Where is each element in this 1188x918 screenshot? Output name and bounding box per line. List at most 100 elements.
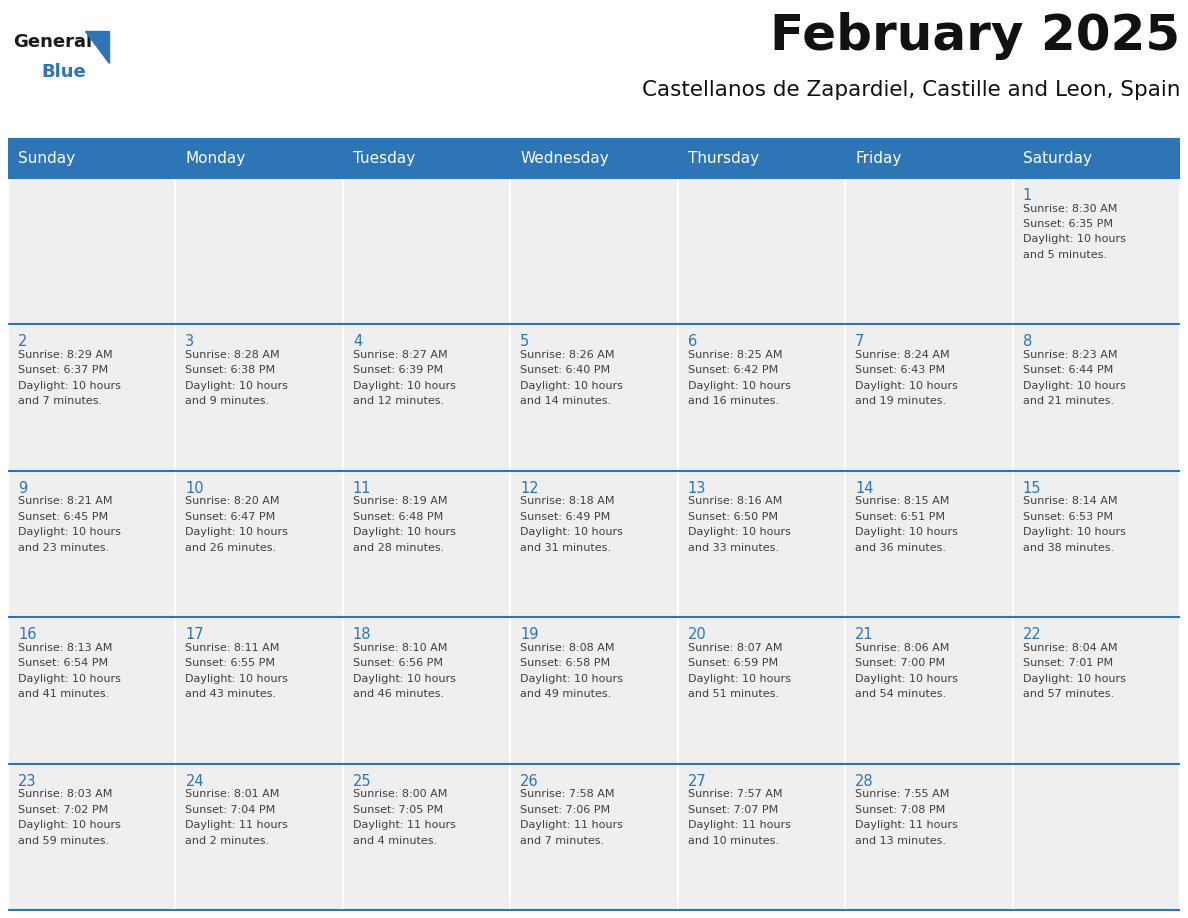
Bar (176, 324, 343, 471)
Text: 12: 12 (520, 481, 539, 496)
Text: Sunrise: 8:28 AM: Sunrise: 8:28 AM (185, 350, 280, 360)
Text: Sunset: 7:07 PM: Sunset: 7:07 PM (688, 804, 778, 814)
Text: Daylight: 10 hours: Daylight: 10 hours (185, 381, 289, 391)
Bar (1012, 617, 1180, 764)
Text: and 43 minutes.: and 43 minutes. (185, 689, 277, 700)
Polygon shape (86, 31, 109, 63)
Text: Sunset: 6:58 PM: Sunset: 6:58 PM (520, 658, 611, 668)
Text: and 23 minutes.: and 23 minutes. (18, 543, 109, 553)
Bar (511, 617, 677, 764)
Text: and 38 minutes.: and 38 minutes. (1023, 543, 1113, 553)
Text: Sunset: 6:49 PM: Sunset: 6:49 PM (520, 512, 611, 521)
Text: Tuesday: Tuesday (353, 151, 415, 166)
Text: Sunrise: 8:27 AM: Sunrise: 8:27 AM (353, 350, 448, 360)
Text: and 31 minutes.: and 31 minutes. (520, 543, 612, 553)
Text: and 19 minutes.: and 19 minutes. (855, 397, 947, 407)
Text: 5: 5 (520, 334, 530, 350)
Text: Daylight: 10 hours: Daylight: 10 hours (520, 381, 624, 391)
Text: 1: 1 (1023, 188, 1032, 203)
Text: Sunrise: 8:25 AM: Sunrise: 8:25 AM (688, 350, 782, 360)
Text: Daylight: 10 hours: Daylight: 10 hours (18, 527, 121, 537)
Text: and 26 minutes.: and 26 minutes. (185, 543, 277, 553)
Text: Daylight: 11 hours: Daylight: 11 hours (688, 820, 790, 830)
Text: Sunset: 6:54 PM: Sunset: 6:54 PM (18, 658, 108, 668)
Text: Sunset: 6:48 PM: Sunset: 6:48 PM (353, 512, 443, 521)
Text: Monday: Monday (185, 151, 246, 166)
Text: Daylight: 10 hours: Daylight: 10 hours (520, 674, 624, 684)
Text: Sunset: 7:04 PM: Sunset: 7:04 PM (185, 804, 276, 814)
Text: Daylight: 10 hours: Daylight: 10 hours (18, 381, 121, 391)
Bar (511, 324, 677, 471)
Text: Sunset: 6:40 PM: Sunset: 6:40 PM (520, 365, 611, 375)
Text: Daylight: 11 hours: Daylight: 11 hours (855, 820, 958, 830)
Text: Daylight: 10 hours: Daylight: 10 hours (353, 527, 456, 537)
Bar (845, 764, 1012, 910)
Text: 13: 13 (688, 481, 706, 496)
Text: 15: 15 (1023, 481, 1041, 496)
Text: Daylight: 11 hours: Daylight: 11 hours (520, 820, 624, 830)
Bar (1012, 764, 1180, 910)
Text: Sunrise: 8:08 AM: Sunrise: 8:08 AM (520, 643, 614, 653)
Text: Daylight: 10 hours: Daylight: 10 hours (520, 527, 624, 537)
Text: and 14 minutes.: and 14 minutes. (520, 397, 612, 407)
Text: Blue: Blue (42, 63, 86, 81)
Text: Daylight: 10 hours: Daylight: 10 hours (855, 527, 958, 537)
Text: Sunrise: 8:30 AM: Sunrise: 8:30 AM (1023, 204, 1117, 214)
Text: Sunrise: 8:01 AM: Sunrise: 8:01 AM (185, 789, 280, 799)
Text: February 2025: February 2025 (770, 12, 1180, 60)
Text: and 16 minutes.: and 16 minutes. (688, 397, 778, 407)
Text: General: General (13, 33, 93, 51)
Text: Sunrise: 7:57 AM: Sunrise: 7:57 AM (688, 789, 782, 799)
Text: 18: 18 (353, 627, 372, 643)
Text: Sunset: 6:55 PM: Sunset: 6:55 PM (185, 658, 276, 668)
Text: Sunset: 6:56 PM: Sunset: 6:56 PM (353, 658, 443, 668)
Text: Castellanos de Zapardiel, Castille and Leon, Spain: Castellanos de Zapardiel, Castille and L… (642, 80, 1180, 100)
Text: 22: 22 (1023, 627, 1042, 643)
Bar (343, 764, 511, 910)
Text: 2: 2 (18, 334, 27, 350)
Bar (176, 617, 343, 764)
Bar (511, 471, 677, 617)
Text: Sunrise: 8:29 AM: Sunrise: 8:29 AM (18, 350, 113, 360)
Text: 27: 27 (688, 774, 707, 789)
Text: Daylight: 10 hours: Daylight: 10 hours (1023, 674, 1125, 684)
Text: Sunset: 6:45 PM: Sunset: 6:45 PM (18, 512, 108, 521)
Text: Daylight: 10 hours: Daylight: 10 hours (18, 674, 121, 684)
Bar (845, 324, 1012, 471)
Text: 10: 10 (185, 481, 204, 496)
Text: 3: 3 (185, 334, 195, 350)
Text: and 9 minutes.: and 9 minutes. (185, 397, 270, 407)
Text: Sunrise: 8:26 AM: Sunrise: 8:26 AM (520, 350, 614, 360)
Text: Daylight: 10 hours: Daylight: 10 hours (353, 674, 456, 684)
Text: 23: 23 (18, 774, 37, 789)
Bar (511, 178, 677, 324)
Text: Daylight: 11 hours: Daylight: 11 hours (185, 820, 289, 830)
Text: Sunrise: 8:13 AM: Sunrise: 8:13 AM (18, 643, 113, 653)
Text: Sunrise: 8:18 AM: Sunrise: 8:18 AM (520, 497, 614, 507)
Text: 17: 17 (185, 627, 204, 643)
Text: Sunset: 7:02 PM: Sunset: 7:02 PM (18, 804, 108, 814)
Text: Sunset: 6:44 PM: Sunset: 6:44 PM (1023, 365, 1113, 375)
Bar (8, 178, 176, 324)
Text: and 57 minutes.: and 57 minutes. (1023, 689, 1113, 700)
Text: Sunrise: 8:10 AM: Sunrise: 8:10 AM (353, 643, 447, 653)
Text: Sunset: 6:59 PM: Sunset: 6:59 PM (688, 658, 778, 668)
Text: Sunrise: 8:11 AM: Sunrise: 8:11 AM (185, 643, 280, 653)
Text: Sunset: 6:35 PM: Sunset: 6:35 PM (1023, 219, 1113, 229)
Text: Sunset: 6:50 PM: Sunset: 6:50 PM (688, 512, 778, 521)
Text: Sunrise: 8:03 AM: Sunrise: 8:03 AM (18, 789, 113, 799)
Text: Sunrise: 7:58 AM: Sunrise: 7:58 AM (520, 789, 614, 799)
Text: Sunset: 7:01 PM: Sunset: 7:01 PM (1023, 658, 1113, 668)
Text: and 13 minutes.: and 13 minutes. (855, 835, 946, 845)
Bar (845, 178, 1012, 324)
Bar (343, 471, 511, 617)
Text: Sunrise: 8:23 AM: Sunrise: 8:23 AM (1023, 350, 1117, 360)
Text: Daylight: 10 hours: Daylight: 10 hours (18, 820, 121, 830)
Text: Sunset: 6:51 PM: Sunset: 6:51 PM (855, 512, 946, 521)
Bar (677, 764, 845, 910)
Bar (1012, 471, 1180, 617)
Text: and 36 minutes.: and 36 minutes. (855, 543, 946, 553)
Text: Sunrise: 7:55 AM: Sunrise: 7:55 AM (855, 789, 949, 799)
Text: Sunrise: 8:16 AM: Sunrise: 8:16 AM (688, 497, 782, 507)
Text: Sunset: 6:39 PM: Sunset: 6:39 PM (353, 365, 443, 375)
